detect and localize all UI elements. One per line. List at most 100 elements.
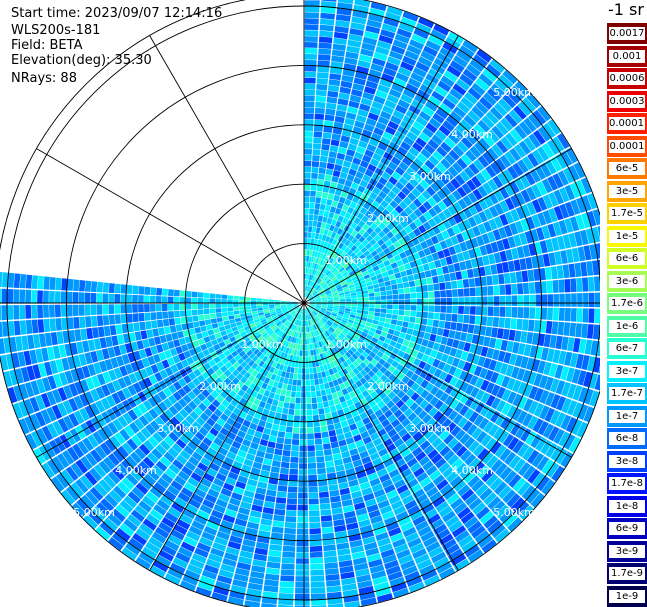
range-gate	[504, 451, 517, 466]
range-gate	[295, 582, 310, 588]
range-gate	[398, 288, 405, 294]
range-gate	[451, 357, 460, 368]
range-gate	[401, 418, 411, 428]
range-gate	[328, 257, 334, 264]
range-gate	[127, 384, 137, 396]
range-gate	[318, 341, 323, 348]
range-gate	[192, 315, 199, 322]
range-gate	[438, 505, 453, 518]
range-gate	[333, 330, 340, 337]
range-gate	[320, 515, 333, 522]
range-gate	[310, 349, 314, 356]
range-gate	[442, 208, 452, 219]
range-gate	[464, 436, 476, 449]
range-gate	[231, 529, 245, 539]
range-gate	[310, 569, 324, 576]
range-gate	[268, 299, 275, 302]
range-gate	[93, 338, 102, 350]
range-gate	[326, 336, 332, 343]
range-gate	[498, 273, 505, 285]
range-gate	[532, 472, 546, 488]
range-gate	[307, 268, 310, 274]
range-gate	[66, 291, 73, 304]
range-ring-label: 4.00km	[451, 128, 493, 141]
range-gate	[364, 325, 371, 331]
range-gate	[256, 323, 263, 329]
range-gate	[392, 538, 407, 548]
range-gate	[446, 227, 456, 237]
range-gate	[502, 328, 510, 340]
range-gate	[342, 328, 349, 334]
range-gate	[324, 330, 330, 337]
range-gate	[439, 240, 448, 250]
range-gate	[432, 496, 446, 508]
range-gate	[244, 379, 252, 387]
range-gate	[422, 78, 437, 90]
range-gate	[330, 61, 344, 69]
range-gate	[275, 497, 287, 504]
range-gate	[132, 294, 138, 304]
range-gate	[326, 308, 333, 312]
range-gate	[401, 375, 410, 384]
range-gate	[179, 449, 191, 461]
range-gate	[528, 113, 542, 129]
range-gate	[400, 61, 414, 72]
range-gate	[338, 292, 345, 296]
range-gate	[347, 349, 355, 356]
range-gate	[487, 285, 494, 296]
range-gate	[359, 377, 367, 385]
range-gate	[239, 309, 246, 314]
range-gate	[249, 323, 256, 329]
range-gate	[182, 574, 199, 586]
range-gate	[278, 593, 294, 600]
range-gate	[557, 321, 565, 336]
range-gate	[391, 83, 404, 93]
range-gate	[386, 231, 394, 239]
range-gate	[265, 567, 280, 575]
range-gate	[266, 489, 277, 497]
range-ring-label: 5.00km	[493, 86, 535, 99]
range-gate	[430, 422, 441, 433]
range-gate	[532, 109, 547, 125]
range-gate	[397, 191, 407, 200]
range-gate	[76, 498, 91, 514]
range-gate	[182, 508, 196, 520]
range-gate	[530, 492, 545, 508]
range-gate	[172, 557, 188, 569]
range-gate	[432, 276, 439, 284]
range-gate	[403, 316, 410, 322]
range-gate	[482, 133, 495, 147]
azimuth-spoke	[36, 302, 305, 458]
range-gate	[483, 357, 492, 369]
range-gate	[140, 330, 148, 340]
range-gate	[371, 101, 384, 110]
range-gate	[9, 336, 17, 353]
range-gate	[345, 256, 352, 263]
range-gate	[25, 305, 32, 319]
range-gate	[548, 252, 557, 266]
range-gate	[274, 375, 281, 382]
range-gate	[330, 316, 336, 321]
range-gate	[372, 265, 380, 272]
range-gate	[211, 509, 224, 520]
range-gate	[403, 452, 415, 463]
range-gate	[277, 485, 288, 492]
range-gate	[428, 68, 443, 80]
range-gate	[43, 304, 49, 318]
range-gate	[383, 276, 390, 282]
range-gate	[440, 158, 452, 170]
range-gate	[390, 404, 399, 414]
range-gate	[197, 393, 206, 402]
range-gate	[368, 330, 375, 337]
range-gate	[493, 306, 500, 317]
range-gate	[459, 381, 469, 393]
range-gate	[174, 475, 187, 487]
range-gate	[155, 296, 162, 304]
range-gate	[477, 356, 486, 367]
range-gate	[216, 336, 224, 344]
range-gate	[109, 435, 121, 449]
range-gate	[338, 311, 344, 315]
range-gate	[275, 308, 282, 311]
range-gate	[114, 304, 121, 314]
range-gate	[3, 371, 13, 387]
